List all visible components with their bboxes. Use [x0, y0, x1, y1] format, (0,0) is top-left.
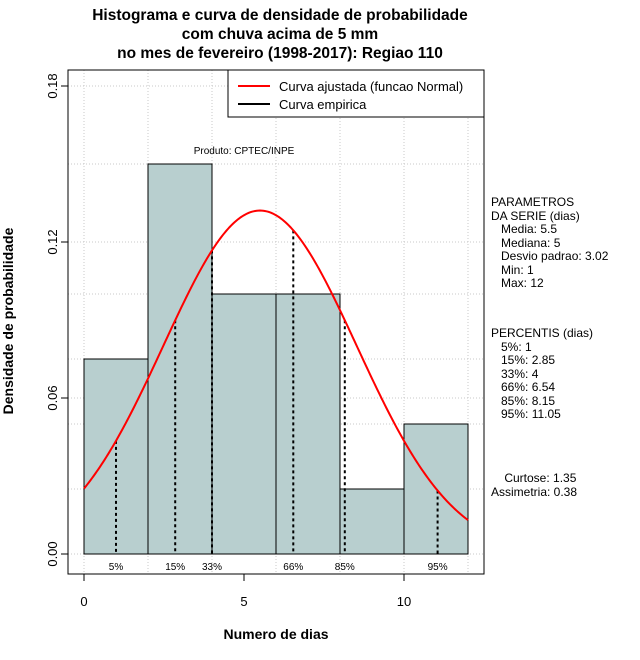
x-tick-label: 0 [80, 594, 87, 609]
histogram-bar [211, 293, 277, 555]
percentiles-panel: PERCENTIS (dias) 5%: 1 15%: 2.85 33%: 4 … [491, 326, 594, 421]
y-axis-title: Densidade de probabilidade [0, 227, 16, 414]
y-tick-label: 0.06 [45, 385, 60, 410]
y-tick-label: 0.18 [45, 73, 60, 98]
legend: Curva ajustada (funcao Normal) Curva emp… [227, 69, 485, 118]
percentile-label: 66% [283, 562, 303, 573]
histogram-bar [83, 358, 149, 555]
histogram-bar [339, 488, 405, 555]
y-tick-label: 0.12 [45, 229, 60, 254]
percentile-label: 15% [165, 562, 185, 573]
y-tick-label: 0.00 [45, 541, 60, 566]
fitted-normal-curve [83, 209, 469, 521]
product-annotation: Produto: CPTEC/INPE [194, 146, 295, 157]
percentile-label: 95% [428, 562, 448, 573]
series-parameters: PARAMETROS DA SERIE (dias) Media: 5.5 Me… [491, 195, 609, 290]
x-tick-label: 5 [240, 594, 247, 609]
x-tick-label: 10 [397, 594, 411, 609]
legend-fitted-label: Curva ajustada (funcao Normal) [279, 79, 463, 94]
histogram-bar [147, 163, 213, 555]
percentile-label: 33% [202, 562, 222, 573]
bars-layer [83, 163, 469, 555]
legend-empirical-label: Curva empirica [279, 97, 367, 112]
chart-title-line-1: Histograma e curva de densidade de proba… [92, 7, 468, 24]
histogram-bar [275, 293, 341, 555]
chart-title-line-2: com chuva acima de 5 mm [181, 26, 379, 43]
axes-layer: 0 5 10 0.00 0.06 0.12 0.18 [45, 73, 411, 609]
curve-layer [83, 209, 469, 521]
percentile-label: 5% [109, 562, 124, 573]
moments-panel: Curtose: 1.35 Assimetria: 0.38 [491, 471, 578, 499]
x-axis-title: Numero de dias [223, 626, 328, 642]
chart-title-line-3: no mes de fevereiro (1998-2017): Regiao … [117, 45, 443, 62]
percentile-layer: 5% 15% 33% 66% 85% 95% [109, 230, 448, 573]
percentile-label: 85% [335, 562, 355, 573]
legend-box [227, 69, 485, 118]
